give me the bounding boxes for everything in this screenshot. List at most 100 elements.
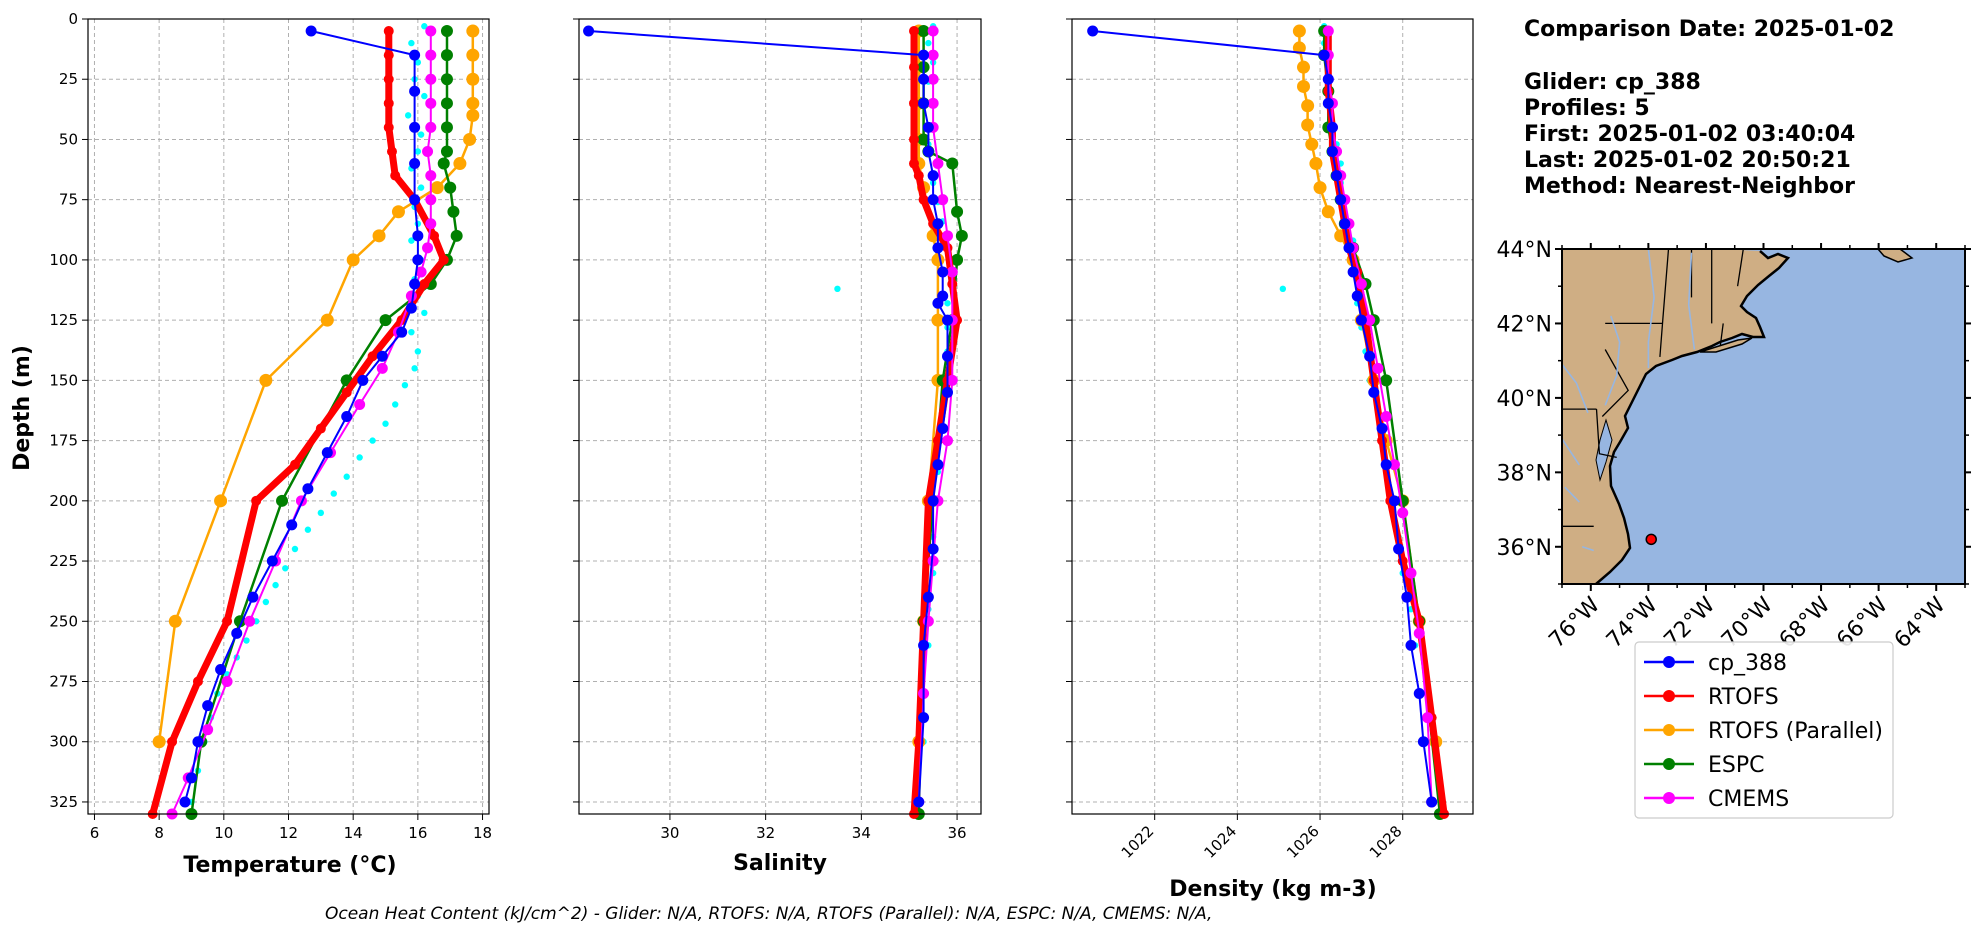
series-point-cp-388 bbox=[341, 411, 353, 422]
series-point-espc bbox=[440, 145, 453, 158]
series-point-cp-388 bbox=[918, 712, 930, 724]
series-point-rtofs bbox=[192, 676, 203, 687]
series-point-cmems bbox=[244, 615, 256, 627]
series-point-rtofs-parallel bbox=[1297, 60, 1311, 74]
glider-raw-point bbox=[411, 365, 418, 372]
river-line bbox=[1647, 248, 1655, 369]
lon-tick-label: 64°W bbox=[1890, 592, 1951, 653]
series-point-cmems bbox=[425, 218, 437, 230]
series-point-rtofs bbox=[383, 26, 394, 37]
series-point-cmems bbox=[927, 73, 939, 85]
series-point-cmems bbox=[425, 73, 437, 85]
y-axis-label-depth: Depth (m) bbox=[10, 345, 35, 471]
series-point-cmems bbox=[354, 398, 366, 410]
series-point-cp-388 bbox=[231, 627, 243, 639]
series-point-espc bbox=[951, 253, 964, 266]
series-point-rtofs-parallel bbox=[346, 253, 360, 267]
legend: cp_388 RTOFS RTOFS (Parallel) ESPC CMEMS bbox=[1634, 641, 1894, 819]
series-point-espc bbox=[951, 205, 964, 218]
y-tick-label: 300 bbox=[49, 733, 78, 751]
river-line bbox=[1581, 546, 1594, 552]
series-point-rtofs bbox=[909, 98, 919, 109]
glider-raw-point bbox=[272, 581, 279, 589]
series-point-cp-388 bbox=[927, 543, 939, 555]
series-point-cmems bbox=[1364, 314, 1376, 326]
series-point-rtofs-parallel bbox=[466, 108, 480, 122]
series-point-cp-388 bbox=[1343, 242, 1355, 254]
x-axis-label-salinity: Salinity bbox=[733, 851, 827, 876]
series-point-rtofs-parallel bbox=[1309, 157, 1323, 171]
map-land bbox=[1562, 249, 1788, 584]
x-tick-label: 6 bbox=[90, 824, 100, 842]
series-point-cp-388 bbox=[922, 121, 934, 133]
glider-raw-point bbox=[834, 285, 841, 293]
glider-raw-point bbox=[421, 23, 428, 30]
series-point-cp-388 bbox=[305, 25, 317, 37]
map-rivers bbox=[1561, 248, 1696, 552]
map-chesapeake-bay bbox=[1595, 418, 1613, 482]
series-point-cp-388 bbox=[1426, 796, 1438, 808]
series-point-cmems bbox=[1355, 278, 1367, 290]
series-point-cmems bbox=[1322, 25, 1334, 37]
y-tick-label: 50 bbox=[59, 130, 78, 148]
series-point-cmems bbox=[942, 435, 953, 447]
series-line-rtofs bbox=[149, 31, 448, 815]
series-point-cmems bbox=[405, 290, 417, 302]
series-point-cp-388 bbox=[412, 254, 424, 266]
series-point-cmems bbox=[932, 158, 944, 170]
series-point-rtofs bbox=[315, 423, 326, 434]
series-point-cmems bbox=[1422, 712, 1434, 724]
y-tick-label: 150 bbox=[49, 371, 78, 389]
legend-label: CMEMS bbox=[1708, 787, 1789, 812]
density-panel: 1022 1024 1026 1028 bbox=[1066, 18, 1474, 862]
series-point-cp-388 bbox=[932, 297, 944, 309]
series-point-cmems bbox=[1372, 362, 1384, 374]
series-point-cmems bbox=[937, 194, 949, 206]
series-point-cp-388 bbox=[927, 495, 939, 507]
series-point-cp-388 bbox=[179, 796, 191, 808]
series-point-cp-388 bbox=[1376, 423, 1388, 435]
series-point-cmems bbox=[202, 724, 214, 736]
river-line bbox=[1687, 252, 1696, 350]
series-point-cp-388 bbox=[1388, 495, 1400, 507]
series-point-espc bbox=[444, 181, 457, 194]
series-point-cp-388 bbox=[932, 242, 944, 254]
series-point-rtofs-parallel bbox=[372, 229, 386, 243]
series-point-espc bbox=[450, 229, 463, 242]
series-point-cp-388 bbox=[1364, 350, 1376, 362]
profiles-count-text: Profiles: 5 bbox=[1524, 96, 1650, 121]
series-point-cp-388 bbox=[918, 49, 930, 61]
series-point-espc bbox=[440, 97, 453, 110]
series-point-cmems bbox=[1413, 627, 1425, 639]
comparison-date-text: Comparison Date: 2025-01-02 bbox=[1524, 17, 1894, 42]
last-time-text: Last: 2025-01-02 20:50:21 bbox=[1524, 148, 1851, 173]
y-tick-label: 200 bbox=[49, 492, 78, 510]
x-tick-label: 32 bbox=[756, 824, 775, 842]
series-point-rtofs-parallel bbox=[152, 735, 166, 749]
glider-raw-point bbox=[369, 437, 376, 444]
location-map: 44°N42°N40°N38°N36°N76°W74°W72°W70°W68°W… bbox=[1497, 238, 1971, 653]
glider-raw-point bbox=[330, 490, 337, 497]
series-line-rtofs-parallel bbox=[157, 31, 475, 742]
lat-tick-label: 36°N bbox=[1497, 536, 1552, 561]
glider-name-text: Glider: cp_388 bbox=[1524, 70, 1701, 95]
plot-frame bbox=[1071, 18, 1474, 815]
state-border-line bbox=[1659, 248, 1670, 357]
series-point-rtofs-parallel bbox=[168, 614, 182, 628]
series-point-rtofs bbox=[289, 459, 300, 470]
series-line-rtofs bbox=[1324, 31, 1448, 815]
series-point-rtofs bbox=[383, 50, 394, 61]
series-point-cp-388 bbox=[1413, 688, 1425, 700]
series-point-cmems bbox=[422, 242, 434, 254]
x-tick-label: 30 bbox=[660, 824, 679, 842]
x-axis-label-temperature: Temperature (°C) bbox=[183, 853, 396, 878]
x-tick-label: 10 bbox=[214, 824, 233, 842]
map-coastline bbox=[1595, 250, 1791, 585]
series-point-cp-388 bbox=[215, 663, 227, 675]
series-point-espc bbox=[276, 494, 289, 507]
series-point-rtofs-parallel bbox=[466, 72, 480, 86]
series-point-espc bbox=[955, 229, 968, 242]
temperature-panel: 0 25 50 75 100 125 150 175 200 225 250 275 300 325 6 8 1… bbox=[49, 10, 492, 842]
series-point-cp-388 bbox=[1401, 591, 1413, 603]
series-point-cp-388 bbox=[1351, 290, 1363, 302]
